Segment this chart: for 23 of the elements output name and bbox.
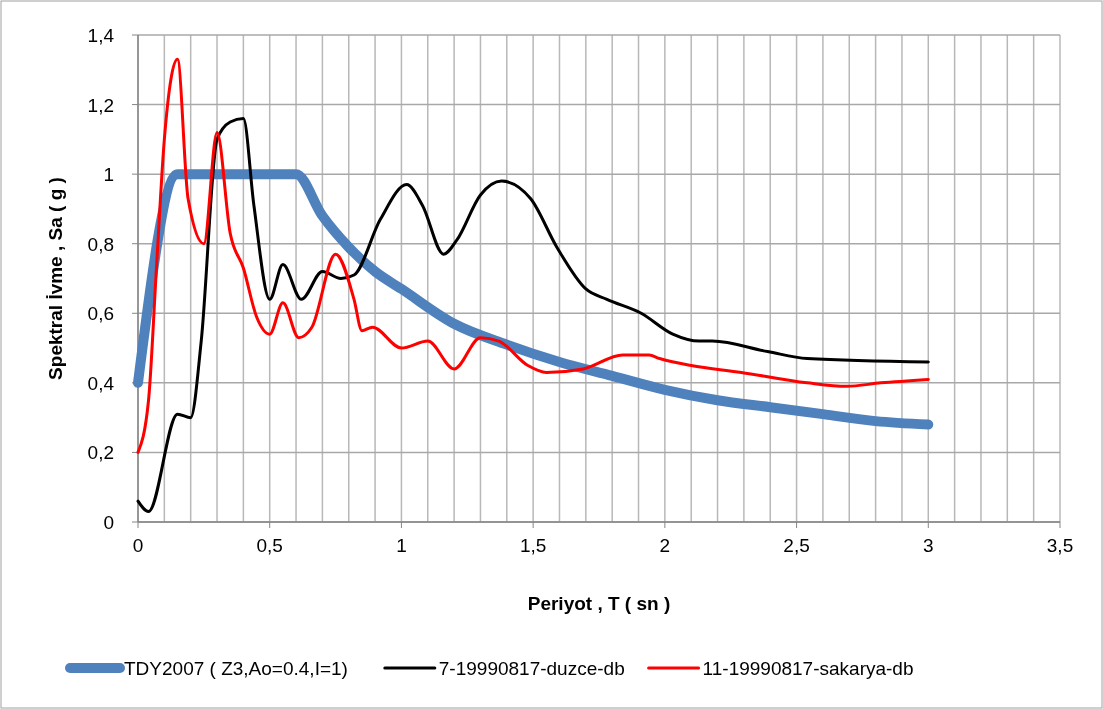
x-tick-label: 2 xyxy=(659,535,671,556)
y-tick-label: 1,4 xyxy=(87,25,115,46)
x-tick-label: 1,5 xyxy=(519,535,547,556)
y-tick-label: 1,2 xyxy=(87,94,114,116)
x-axis-title: Periyot , T ( sn ) xyxy=(527,593,671,614)
legend-label: 7-19990817-duzce-db xyxy=(438,658,625,679)
y-tick-label: 0 xyxy=(103,512,114,533)
line-series xyxy=(136,57,930,454)
y-axis-title: Spektral İvme , Sa ( g ) xyxy=(45,177,66,380)
y-tick-label: 1 xyxy=(103,164,114,186)
x-tick-label: 1 xyxy=(396,535,407,556)
legend-label: TDY2007 ( Z3,Ao=0.4,I=1) xyxy=(124,658,348,679)
legend-label: 11-19990817-sakarya-db xyxy=(702,658,914,679)
x-tick-label: 0,5 xyxy=(256,535,283,556)
y-tick-label: 0,2 xyxy=(87,442,114,464)
x-tick-label: 0 xyxy=(132,535,144,556)
line-series xyxy=(136,116,930,514)
x-tick-label: 3,5 xyxy=(1046,535,1074,556)
x-tick-label: 3 xyxy=(923,535,934,556)
y-tick-label: 0,4 xyxy=(87,372,115,394)
y-tick-label: 0,8 xyxy=(87,233,114,255)
y-tick-label: 0,6 xyxy=(87,303,114,325)
x-tick-label: 2,5 xyxy=(783,535,810,556)
